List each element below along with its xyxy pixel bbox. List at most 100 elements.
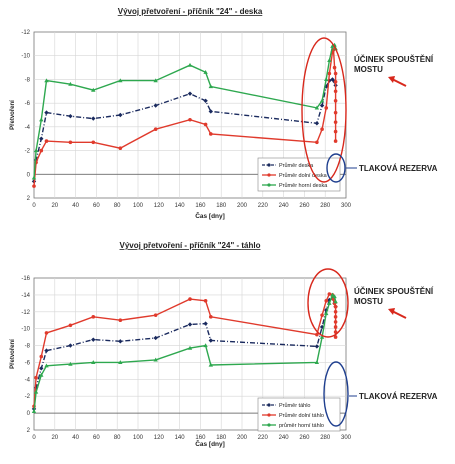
- data-point: [68, 323, 73, 328]
- annotation-ellipse-blue: [326, 153, 346, 183]
- y-tick-label: -8: [25, 77, 31, 83]
- x-tick-label: 160: [195, 435, 206, 441]
- data-point: [203, 70, 208, 74]
- x-tick-label: 260: [299, 203, 310, 209]
- y-tick-label: -14: [21, 293, 30, 299]
- y-tick-label: -12: [21, 30, 30, 36]
- x-tick-label: 80: [114, 203, 121, 209]
- x-tick-label: 60: [93, 203, 100, 209]
- x-axis-label: Čas [dny]: [195, 211, 225, 220]
- x-tick-label: 300: [341, 435, 352, 441]
- data-point: [324, 311, 329, 316]
- data-point: [68, 343, 73, 348]
- data-point: [91, 315, 96, 319]
- legend-marker: [267, 163, 271, 167]
- data-point: [39, 354, 44, 359]
- data-point: [39, 136, 44, 141]
- annotation-arrow: [391, 78, 407, 87]
- data-point: [188, 297, 192, 301]
- data-point: [208, 84, 213, 89]
- annotation-ellipse-red: [307, 268, 349, 338]
- data-point: [333, 120, 338, 124]
- data-point: [203, 321, 208, 326]
- legend-label: Průměr dolní táhlo: [279, 412, 324, 419]
- data-point: [327, 292, 332, 296]
- data-point: [91, 360, 96, 365]
- data-point: [187, 322, 193, 327]
- legend-label: Průměr dolní deska: [279, 172, 328, 179]
- annotation-ellipse-red: [301, 37, 347, 183]
- y-tick-label: -2: [25, 149, 31, 155]
- data-point: [203, 343, 208, 348]
- data-point: [187, 62, 193, 67]
- data-point: [314, 344, 320, 349]
- annotation-arrowhead: [388, 308, 395, 315]
- y-tick-label: -12: [21, 310, 30, 316]
- x-tick-label: 100: [133, 203, 144, 209]
- x-tick-label: 200: [237, 203, 248, 209]
- data-point: [118, 318, 123, 323]
- data-point: [314, 121, 320, 126]
- x-tick-label: 280: [320, 435, 331, 441]
- y-tick-label: -16: [21, 276, 30, 282]
- chart-title: Vývoj přetvoření - příčník "24" - deska: [118, 7, 263, 16]
- data-point: [327, 58, 332, 63]
- x-tick-label: 120: [154, 203, 165, 209]
- data-point: [91, 140, 96, 145]
- y-axis-label: Přetvoření: [10, 339, 16, 369]
- data-point: [91, 116, 96, 121]
- data-point: [319, 334, 325, 339]
- data-point: [333, 315, 338, 319]
- data-point: [333, 320, 338, 324]
- chart-2: Vývoj přetvoření - příčník "24" - táhlo 0…: [10, 241, 438, 448]
- data-point: [39, 366, 44, 371]
- data-point: [330, 43, 335, 48]
- legend-marker: [267, 413, 271, 417]
- x-tick-label: 60: [93, 435, 100, 441]
- data-point: [333, 110, 338, 115]
- legend-label: Průměr táhlo: [279, 402, 311, 409]
- data-point: [153, 78, 158, 83]
- chart-1: Vývoj přetvoření - příčník "24" - deska 0…: [10, 7, 438, 220]
- data-point: [319, 98, 325, 103]
- data-point: [68, 113, 73, 119]
- data-point: [333, 80, 338, 84]
- y-tick-label: -4: [25, 125, 31, 131]
- data-point: [68, 140, 73, 145]
- y-tick-label: 0: [27, 172, 31, 178]
- data-point: [44, 78, 49, 83]
- legend-label: Průměr horní deska: [279, 182, 328, 189]
- legend-marker: [267, 173, 271, 177]
- y-tick-label: 2: [27, 428, 31, 434]
- data-point: [39, 372, 44, 377]
- x-tick-label: 140: [175, 203, 186, 209]
- x-tick-label: 0: [32, 435, 36, 441]
- x-tick-label: 240: [279, 435, 290, 441]
- x-tick-label: 220: [258, 203, 269, 209]
- data-point: [91, 337, 96, 342]
- data-point: [324, 77, 329, 82]
- annotation-text: TLAKOVÁ REZERVA: [359, 392, 438, 401]
- legend: Průměr deska Průměr dolní deska Průměr hor…: [257, 157, 341, 192]
- x-tick-label: 240: [279, 203, 290, 209]
- data-point: [188, 117, 192, 122]
- data-point: [44, 348, 49, 353]
- x-tick-label: 0: [32, 203, 36, 209]
- data-point: [118, 78, 123, 83]
- data-point: [314, 105, 320, 110]
- data-point: [320, 313, 324, 317]
- data-point: [333, 309, 338, 314]
- x-tick-label: 120: [154, 435, 165, 441]
- data-point: [330, 292, 335, 297]
- x-tick-label: 160: [195, 203, 206, 209]
- data-point: [187, 345, 193, 350]
- annotation-arrowhead: [388, 76, 395, 83]
- data-point: [333, 299, 338, 304]
- annotation-arrow: [391, 310, 407, 319]
- x-axis-label: Čas [dny]: [195, 439, 225, 448]
- data-point: [118, 146, 123, 150]
- legend-label: průměr horní táhlo: [279, 422, 324, 429]
- data-point: [44, 110, 49, 115]
- data-point: [333, 330, 338, 334]
